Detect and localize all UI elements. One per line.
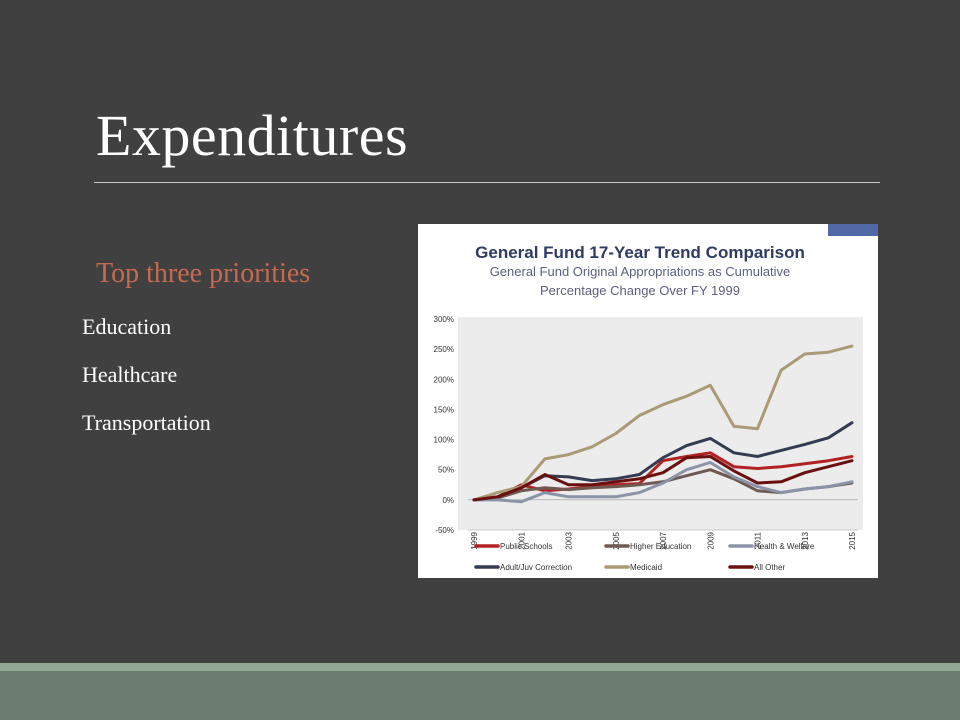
x-tick-label: 2005 (612, 531, 621, 549)
legend-label: Adult/Juv Correction (500, 563, 572, 572)
x-tick-label: 2015 (848, 531, 857, 549)
series-line-health-welfare (472, 461, 854, 504)
y-tick-label: 100% (434, 436, 454, 445)
bullet-item: Education (82, 314, 172, 339)
x-tick-label: 2011 (754, 531, 763, 549)
y-tick-label: 200% (434, 375, 454, 384)
footer-band (0, 671, 960, 720)
y-tick-label: 150% (434, 405, 454, 414)
plot-area (458, 317, 863, 530)
slide-title: Expenditures (96, 103, 409, 168)
chart-image: General Fund 17-Year Trend Comparison Ge… (418, 224, 878, 578)
chart-subtitle-line1: General Fund Original Appropriations as … (490, 264, 791, 279)
chart-corner-accent (828, 224, 878, 236)
footer-accent-stripe (0, 663, 960, 671)
bullet-item: Transportation (82, 410, 211, 435)
y-tick-label: -50% (435, 526, 454, 535)
series-line-all-other (472, 455, 854, 502)
y-tick-label: 250% (434, 345, 454, 354)
x-axis: 1999 2001 2003 2005 2007 2009 2011 2013 2015 (468, 529, 858, 550)
legend: Public Schools Higher Education Health & W… (474, 542, 815, 572)
x-tick-label: 1999 (470, 531, 479, 549)
series-lines (472, 344, 854, 504)
x-tick-label: 2009 (706, 531, 715, 549)
x-tick-label: 2001 (517, 531, 526, 549)
bullet-item: Healthcare (82, 362, 178, 387)
legend-label: Health & Welfare (754, 542, 815, 551)
chart-subtitle-line2: Percentage Change Over FY 1999 (540, 283, 740, 298)
y-tick-label: 300% (434, 315, 454, 324)
subheading: Top three priorities (96, 258, 311, 289)
y-axis: 300% 250% 200% 150% 100% 50% 0% -50% (434, 315, 858, 535)
bullet-list: Education Healthcare Transportation (82, 312, 211, 456)
legend-label: Medicaid (630, 563, 662, 572)
y-tick-label: 50% (438, 466, 454, 475)
legend-label: All Other (754, 563, 785, 572)
chart-title: General Fund 17-Year Trend Comparison (475, 243, 805, 262)
y-tick-label: 0% (442, 496, 454, 505)
x-tick-label: 2007 (659, 531, 668, 549)
x-tick-label: 2013 (801, 531, 810, 549)
title-divider (94, 182, 880, 183)
x-tick-label: 2003 (565, 531, 574, 549)
legend-label: Higher Education (630, 542, 691, 551)
trend-chart: General Fund 17-Year Trend Comparison Ge… (434, 243, 863, 572)
series-line-medicaid (472, 344, 854, 502)
legend-label: Public Schools (500, 542, 552, 551)
